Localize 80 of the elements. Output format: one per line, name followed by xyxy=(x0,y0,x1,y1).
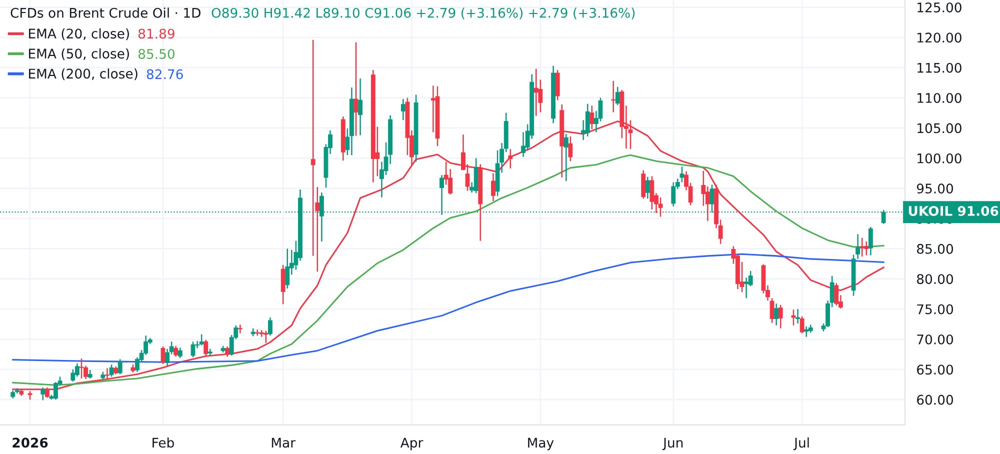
candlestick xyxy=(508,148,513,170)
candlestick xyxy=(280,264,286,305)
candlestick xyxy=(40,386,46,401)
annotation: 85.50 xyxy=(138,48,174,59)
candlestick xyxy=(74,362,80,378)
candlestick xyxy=(118,358,122,375)
candlestick xyxy=(400,98,406,121)
candlestick xyxy=(860,237,864,258)
candlestick xyxy=(310,39,316,257)
candlestick xyxy=(555,69,560,101)
candlestick xyxy=(641,170,646,200)
y-tick-label: 85.00 xyxy=(917,244,954,254)
y-tick-label: 60.00 xyxy=(917,394,954,405)
candlestick xyxy=(268,316,272,336)
candlestick xyxy=(800,316,804,334)
legend-label: EMA (20, close) xyxy=(29,28,129,40)
legend-label: EMA (200, close) xyxy=(29,68,138,80)
candlestick xyxy=(796,308,800,324)
legend-label: EMA (50, close) xyxy=(29,48,129,60)
candlestick xyxy=(864,240,869,256)
x-tick-label: Mar xyxy=(272,438,296,448)
chart-title: CFDs on Brent Crude Oil · 1D xyxy=(10,8,200,18)
candlestick xyxy=(358,78,362,136)
y-tick-label: 120.00 xyxy=(918,32,962,43)
y-tick-label: 105.00 xyxy=(918,123,962,134)
candlestick xyxy=(109,364,114,378)
y-tick-label: 100.00 xyxy=(918,153,962,164)
candlestick xyxy=(804,326,809,338)
y-tick-label: 80.00 xyxy=(917,274,954,284)
y-tick-label: 75.00 xyxy=(917,304,954,314)
candlestick xyxy=(354,42,358,136)
line-series xyxy=(12,253,884,363)
candlestick xyxy=(105,368,110,380)
x-tick-label: Feb xyxy=(152,437,174,448)
candlestick xyxy=(778,304,783,329)
candlestick xyxy=(671,182,676,208)
candlestick xyxy=(204,339,208,356)
annotation: O89.30 H91.42 L89.10 C91.06 +2.79 (+3.16%) +2.79 (+3.16%) xyxy=(212,8,635,20)
x-tick-label: Jul xyxy=(793,437,809,450)
candlestick xyxy=(770,298,774,324)
candlestick xyxy=(474,158,478,194)
y-tick-label: 95.00 xyxy=(916,184,954,194)
candlestick xyxy=(568,136,573,162)
candlestick xyxy=(174,345,178,358)
candlestick xyxy=(238,324,242,334)
candlestick xyxy=(615,86,620,106)
candlestick xyxy=(658,196,663,218)
candlestick xyxy=(650,176,654,210)
candlestick xyxy=(611,80,616,113)
candlestick xyxy=(744,277,749,299)
x-tick-label: Jun xyxy=(662,438,683,450)
candlestick xyxy=(585,103,590,138)
y-tick-label: 115.00 xyxy=(918,62,962,73)
candlestick xyxy=(190,341,196,358)
candlestick xyxy=(285,248,290,290)
y-tick-label: 125.00 xyxy=(918,2,962,12)
candlestick xyxy=(255,328,260,336)
y-tick-label: 65.00 xyxy=(917,364,954,375)
x-tick-label: May xyxy=(528,438,554,450)
candlestick xyxy=(791,309,796,326)
candlestick xyxy=(199,334,204,346)
candlestick xyxy=(834,282,839,306)
y-tick-label: 70.00 xyxy=(917,334,954,344)
y-tick-label: 110.00 xyxy=(918,93,962,103)
candlestick xyxy=(680,166,684,183)
candlestick xyxy=(225,346,230,358)
x-tick-label: 2026 xyxy=(12,438,48,448)
candlestick xyxy=(160,346,166,365)
candlestick xyxy=(564,133,568,182)
annotation: 81.89 xyxy=(138,28,174,39)
ref-line-label: UKOIL 91.06 xyxy=(908,206,998,216)
candlestick xyxy=(491,172,496,202)
candlestick xyxy=(178,347,182,359)
candlestick xyxy=(645,176,650,200)
candlestick xyxy=(79,358,84,380)
candlestick xyxy=(868,226,873,256)
annotation: 82.76 xyxy=(146,69,183,80)
x-tick-label: Apr xyxy=(400,438,424,450)
candlestick xyxy=(774,302,779,326)
candlestick xyxy=(264,330,268,344)
